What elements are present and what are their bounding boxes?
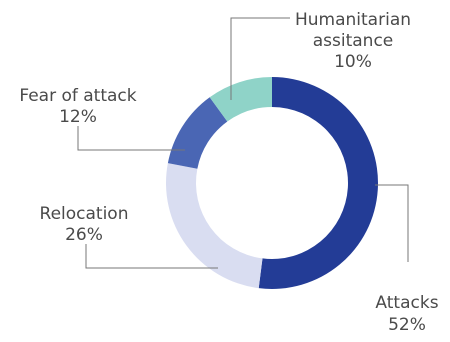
slice-humanitarian-assitance xyxy=(209,77,272,122)
label-fear-of-attack-value: 12% xyxy=(59,107,97,127)
label-humanitarian-line1: Humanitarian xyxy=(295,10,411,30)
slice-attacks xyxy=(258,77,379,290)
leader-line-humanitarian-assitance xyxy=(230,17,290,100)
leader-line-fear-of-attack xyxy=(77,126,185,151)
donut-slices xyxy=(165,77,379,290)
label-humanitarian-value: 10% xyxy=(334,52,372,72)
leader-lines xyxy=(77,17,409,269)
label-attacks-value: 52% xyxy=(388,315,426,335)
leader-line-relocation xyxy=(85,244,218,269)
leader-line-attacks xyxy=(375,184,409,262)
slice-labels: Humanitarian assitance 10% Fear of attac… xyxy=(19,10,438,335)
label-humanitarian-line2: assitance xyxy=(313,31,394,51)
label-fear-of-attack-name: Fear of attack xyxy=(19,86,136,106)
slice-fear-of-attack xyxy=(167,97,228,169)
label-relocation-value: 26% xyxy=(65,225,103,245)
label-attacks-name: Attacks xyxy=(375,293,438,313)
label-relocation-name: Relocation xyxy=(40,204,129,224)
slice-relocation xyxy=(165,163,263,289)
